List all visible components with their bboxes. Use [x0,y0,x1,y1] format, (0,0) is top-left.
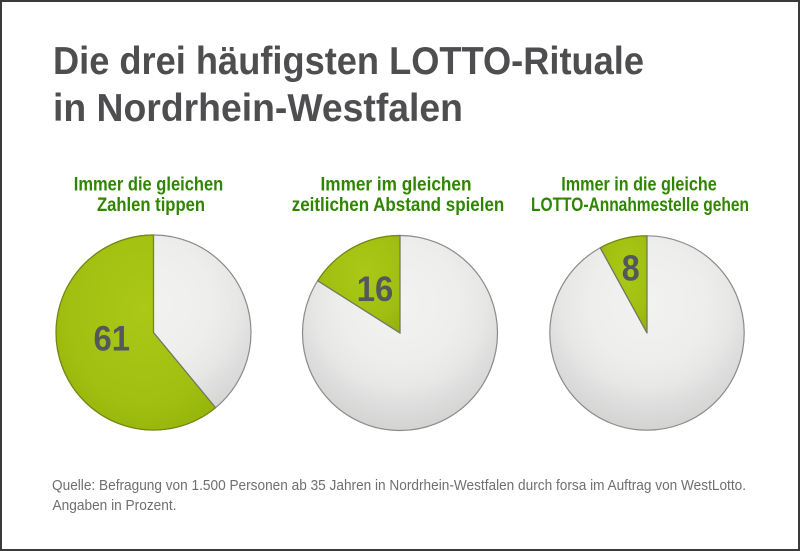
svg-text:Immer in die gleiche: Immer in die gleiche [561,174,717,195]
svg-text:Die drei häufigsten LOTTO-Ritu: Die drei häufigsten LOTTO-Rituale [53,40,644,83]
svg-text:Angaben in Prozent.: Angaben in Prozent. [53,497,177,514]
svg-text:in Nordrhein-Westfalen: in Nordrhein-Westfalen [53,87,463,130]
svg-text:Quelle: Befragung von 1.500 Pe: Quelle: Befragung von 1.500 Personen ab … [52,477,746,494]
svg-text:Immer im gleichen: Immer im gleichen [321,174,472,195]
svg-text:LOTTO-Annahmestelle gehen: LOTTO-Annahmestelle gehen [531,195,749,216]
svg-text:Immer die gleichen: Immer die gleichen [74,174,224,195]
svg-text:16: 16 [357,270,394,309]
svg-text:8: 8 [622,248,640,289]
svg-text:61: 61 [94,320,131,359]
svg-text:zeitlichen Abstand spielen: zeitlichen Abstand spielen [292,195,505,216]
svg-text:Zahlen tippen: Zahlen tippen [97,195,205,216]
